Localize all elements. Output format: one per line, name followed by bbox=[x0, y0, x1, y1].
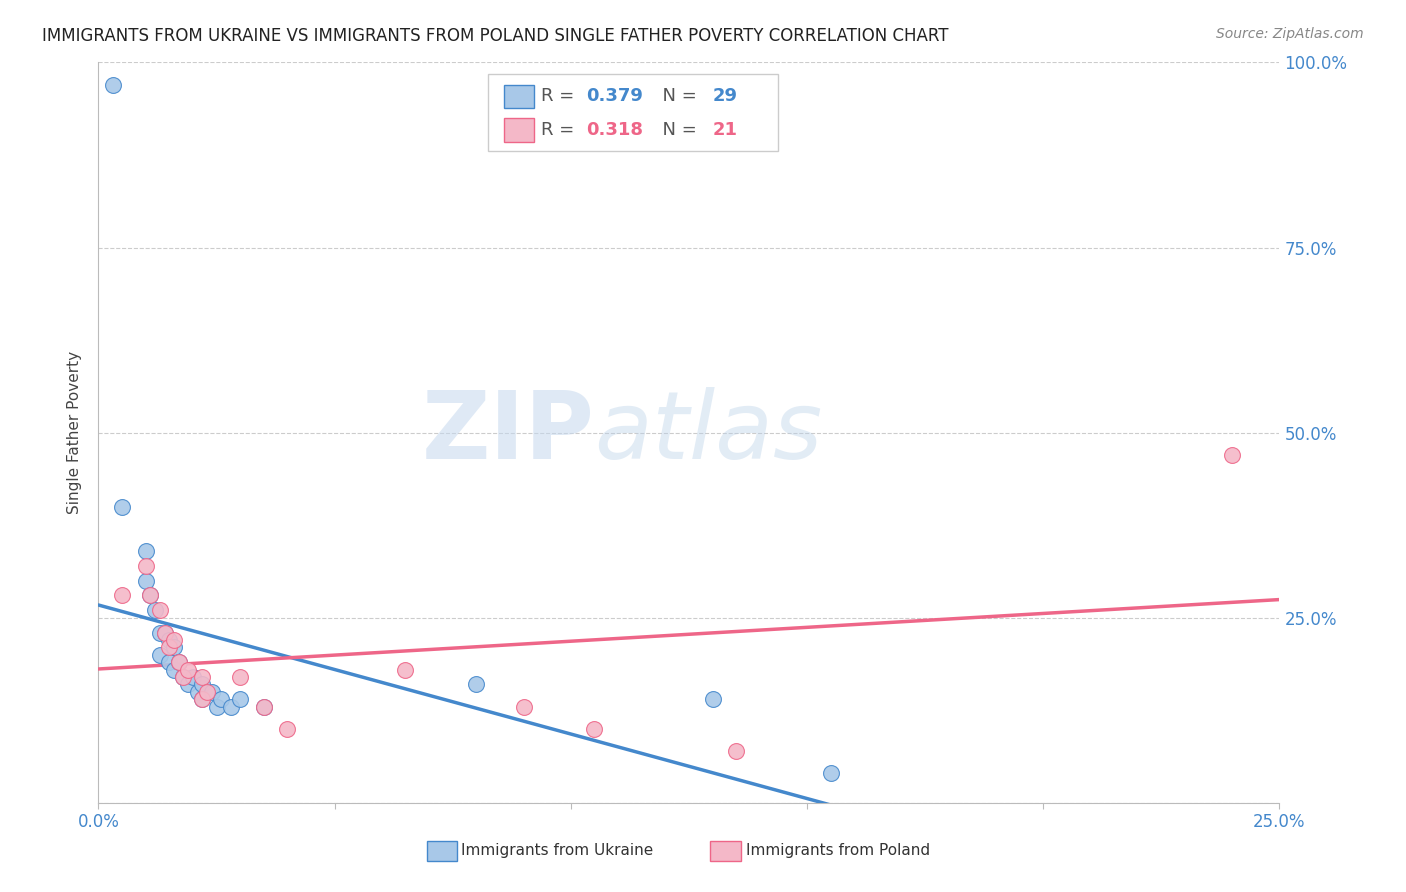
Text: Immigrants from Poland: Immigrants from Poland bbox=[745, 844, 929, 858]
Point bbox=[157, 632, 180, 647]
Y-axis label: Single Father Poverty: Single Father Poverty bbox=[67, 351, 83, 514]
Point bbox=[219, 699, 242, 714]
FancyBboxPatch shape bbox=[427, 840, 457, 862]
Point bbox=[820, 766, 842, 780]
Point bbox=[465, 677, 488, 691]
Point bbox=[725, 744, 748, 758]
Text: IMMIGRANTS FROM UKRAINE VS IMMIGRANTS FROM POLAND SINGLE FATHER POVERTY CORRELAT: IMMIGRANTS FROM UKRAINE VS IMMIGRANTS FR… bbox=[42, 27, 949, 45]
Point bbox=[253, 699, 276, 714]
Text: N =: N = bbox=[651, 120, 703, 139]
FancyBboxPatch shape bbox=[503, 118, 534, 142]
Point bbox=[177, 663, 200, 677]
Point bbox=[111, 589, 134, 603]
Point bbox=[101, 78, 124, 92]
Text: 29: 29 bbox=[713, 87, 738, 105]
Point bbox=[153, 625, 176, 640]
Point bbox=[191, 670, 214, 684]
Point bbox=[172, 670, 194, 684]
Point bbox=[172, 670, 194, 684]
Point bbox=[253, 699, 276, 714]
Point bbox=[195, 685, 218, 699]
Point bbox=[135, 544, 157, 558]
Text: 0.379: 0.379 bbox=[586, 87, 643, 105]
Point bbox=[149, 648, 172, 662]
Point bbox=[181, 670, 204, 684]
Text: 0.318: 0.318 bbox=[586, 120, 643, 139]
Point bbox=[163, 632, 186, 647]
Point bbox=[191, 692, 214, 706]
Point bbox=[163, 640, 186, 655]
Point bbox=[149, 603, 172, 617]
Point bbox=[177, 677, 200, 691]
Point bbox=[394, 663, 416, 677]
Point bbox=[191, 692, 214, 706]
Point bbox=[167, 655, 190, 669]
Point bbox=[111, 500, 134, 514]
Text: Source: ZipAtlas.com: Source: ZipAtlas.com bbox=[1216, 27, 1364, 41]
Text: R =: R = bbox=[541, 120, 581, 139]
Point bbox=[209, 692, 232, 706]
Point bbox=[139, 589, 162, 603]
FancyBboxPatch shape bbox=[488, 73, 778, 152]
FancyBboxPatch shape bbox=[710, 840, 741, 862]
Point bbox=[702, 692, 724, 706]
Point bbox=[583, 722, 606, 736]
Text: R =: R = bbox=[541, 87, 581, 105]
Point bbox=[135, 558, 157, 573]
Point bbox=[153, 625, 176, 640]
Text: ZIP: ZIP bbox=[422, 386, 595, 479]
Text: atlas: atlas bbox=[595, 387, 823, 478]
Point bbox=[139, 589, 162, 603]
Point bbox=[163, 663, 186, 677]
Point bbox=[229, 692, 252, 706]
Text: N =: N = bbox=[651, 87, 703, 105]
Point bbox=[229, 670, 252, 684]
Point bbox=[167, 655, 190, 669]
Point bbox=[157, 655, 180, 669]
Point bbox=[205, 699, 228, 714]
Point bbox=[143, 603, 166, 617]
Text: 21: 21 bbox=[713, 120, 738, 139]
FancyBboxPatch shape bbox=[503, 85, 534, 108]
Point bbox=[201, 685, 224, 699]
Point bbox=[1220, 448, 1243, 462]
Point bbox=[157, 640, 180, 655]
Point bbox=[191, 677, 214, 691]
Text: Immigrants from Ukraine: Immigrants from Ukraine bbox=[461, 844, 654, 858]
Point bbox=[135, 574, 157, 588]
Point bbox=[149, 625, 172, 640]
Point bbox=[512, 699, 534, 714]
Point bbox=[276, 722, 298, 736]
Point bbox=[187, 685, 209, 699]
